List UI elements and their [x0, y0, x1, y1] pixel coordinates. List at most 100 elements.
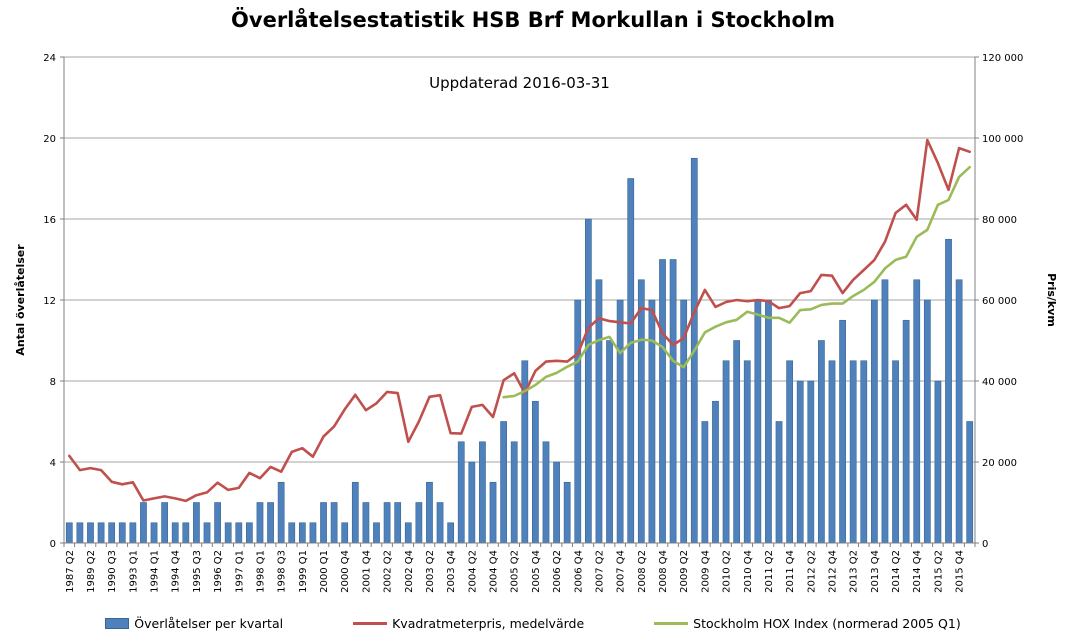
- x-tick-label: 1997 Q1: [234, 550, 245, 593]
- x-tick-label: 2010 Q2: [722, 550, 733, 593]
- x-tick-label: 1994 Q4: [171, 550, 182, 593]
- bar-transfers: [786, 360, 793, 544]
- chart-title: Överlåtelsestatistik HSB Brf Morkullan i…: [231, 8, 835, 32]
- bar-series-swatch: [105, 618, 130, 629]
- x-tick-label: 1998 Q1: [255, 550, 266, 593]
- bar-transfers: [193, 502, 200, 544]
- x-tick-label: 1993 Q1: [128, 550, 139, 593]
- bar-transfers: [584, 218, 592, 544]
- bar-transfers: [870, 299, 878, 544]
- bar-transfers: [298, 522, 306, 544]
- right-axis-title: Pris/kvm: [1045, 273, 1058, 327]
- left-tick-label: 24: [43, 53, 56, 64]
- bar-transfers: [934, 380, 942, 544]
- bar-transfers: [966, 421, 974, 544]
- x-tick-label: 2007 Q4: [616, 550, 627, 593]
- bar-transfers: [839, 319, 846, 544]
- hox-line-swatch: [654, 622, 689, 625]
- x-tick-label: 2010 Q4: [743, 550, 754, 593]
- bar-transfers: [828, 360, 836, 544]
- right-tick-label: 20 000: [982, 458, 1017, 469]
- bar-transfers: [404, 522, 412, 544]
- bar-transfers: [288, 522, 296, 544]
- x-tick-label: 2015 Q4: [955, 550, 966, 593]
- bar-transfers: [267, 502, 274, 544]
- legend-label-transfers: Överlåtelser per kvartal: [134, 616, 284, 631]
- x-tick-label: 2008 Q2: [637, 550, 648, 593]
- left-tick-label: 20: [43, 134, 56, 145]
- hox-line: [502, 165, 971, 399]
- bar-transfers: [87, 522, 94, 544]
- bar-transfers: [373, 522, 380, 544]
- bar-transfers: [923, 299, 931, 544]
- bar-transfers: [150, 522, 158, 544]
- bar-transfers: [606, 340, 613, 544]
- bar-transfers: [224, 522, 232, 544]
- bar-transfers: [246, 522, 253, 544]
- x-tick-label: 2003 Q2: [425, 550, 436, 593]
- bar-transfers: [436, 502, 444, 544]
- bar-transfers: [796, 380, 804, 544]
- bar-transfers: [161, 502, 169, 544]
- left-tick-label: 0: [50, 539, 56, 550]
- x-tick-label: 2007 Q2: [594, 550, 605, 593]
- bar-transfers: [510, 441, 518, 544]
- bar-transfers: [913, 279, 921, 544]
- x-tick-label: 2013 Q2: [849, 550, 860, 593]
- bar-transfers: [479, 441, 486, 544]
- bar-transfers: [341, 522, 349, 544]
- bar-transfers: [627, 178, 635, 544]
- legend-item-hox: Stockholm HOX Index (normerad 2005 Q1): [654, 616, 961, 631]
- x-tick-label: 2004 Q4: [489, 550, 500, 593]
- x-tick-label: 2011 Q4: [785, 550, 796, 593]
- x-tick-label: 2013 Q4: [870, 550, 881, 593]
- bar-transfers: [722, 360, 730, 544]
- bar-transfers: [860, 360, 868, 544]
- x-tick-label: 2004 Q2: [467, 550, 478, 593]
- x-tick-label: 2003 Q4: [446, 550, 457, 593]
- x-tick-label: 2009 Q2: [679, 550, 690, 593]
- right-tick-label: 120 000: [982, 53, 1023, 64]
- bar-transfers: [129, 522, 137, 544]
- bar-transfers: [500, 421, 507, 544]
- bar-transfers: [330, 502, 338, 544]
- x-tick-label: 2009 Q4: [700, 550, 711, 593]
- bar-transfers: [881, 279, 889, 544]
- legend-item-price: Kvadratmeterpris, medelvärde: [353, 616, 584, 631]
- price-line-swatch: [353, 622, 388, 625]
- bar-transfers: [775, 421, 783, 544]
- bar-transfers: [457, 441, 465, 544]
- x-tick-label: 2005 Q2: [510, 550, 521, 593]
- right-tick-label: 0: [982, 539, 988, 550]
- bar-transfers: [563, 481, 571, 544]
- bar-transfers: [669, 259, 677, 544]
- x-tick-label: 1987 Q2: [65, 550, 76, 593]
- bar-transfers: [701, 421, 709, 544]
- legend-label-hox: Stockholm HOX Index (normerad 2005 Q1): [693, 616, 961, 631]
- x-tick-label: 2008 Q4: [658, 550, 669, 593]
- bar-transfers: [383, 502, 391, 544]
- bar-transfers: [309, 522, 317, 544]
- bar-transfers: [892, 360, 899, 544]
- bar-transfers: [754, 299, 762, 544]
- legend-label-price: Kvadratmeterpris, medelvärde: [392, 616, 585, 631]
- left-tick-label: 4: [50, 458, 56, 469]
- bar-transfers: [945, 238, 952, 544]
- bar-transfers: [468, 461, 476, 544]
- x-tick-label: 1994 Q1: [150, 550, 161, 593]
- bar-transfers: [351, 481, 359, 544]
- bar-transfers: [182, 522, 190, 544]
- bar-transfers: [394, 502, 402, 544]
- x-tick-label: 1999 Q1: [298, 550, 309, 593]
- bar-transfers: [733, 340, 741, 544]
- bar-transfers: [532, 400, 539, 544]
- bar-transfers: [637, 279, 645, 544]
- bar-transfers: [659, 259, 666, 544]
- bar-transfers: [955, 279, 963, 544]
- bar-transfers: [203, 522, 211, 544]
- right-tick-label: 80 000: [982, 215, 1017, 226]
- x-tick-label: 1998 Q3: [277, 550, 288, 593]
- bar-transfers: [765, 299, 772, 544]
